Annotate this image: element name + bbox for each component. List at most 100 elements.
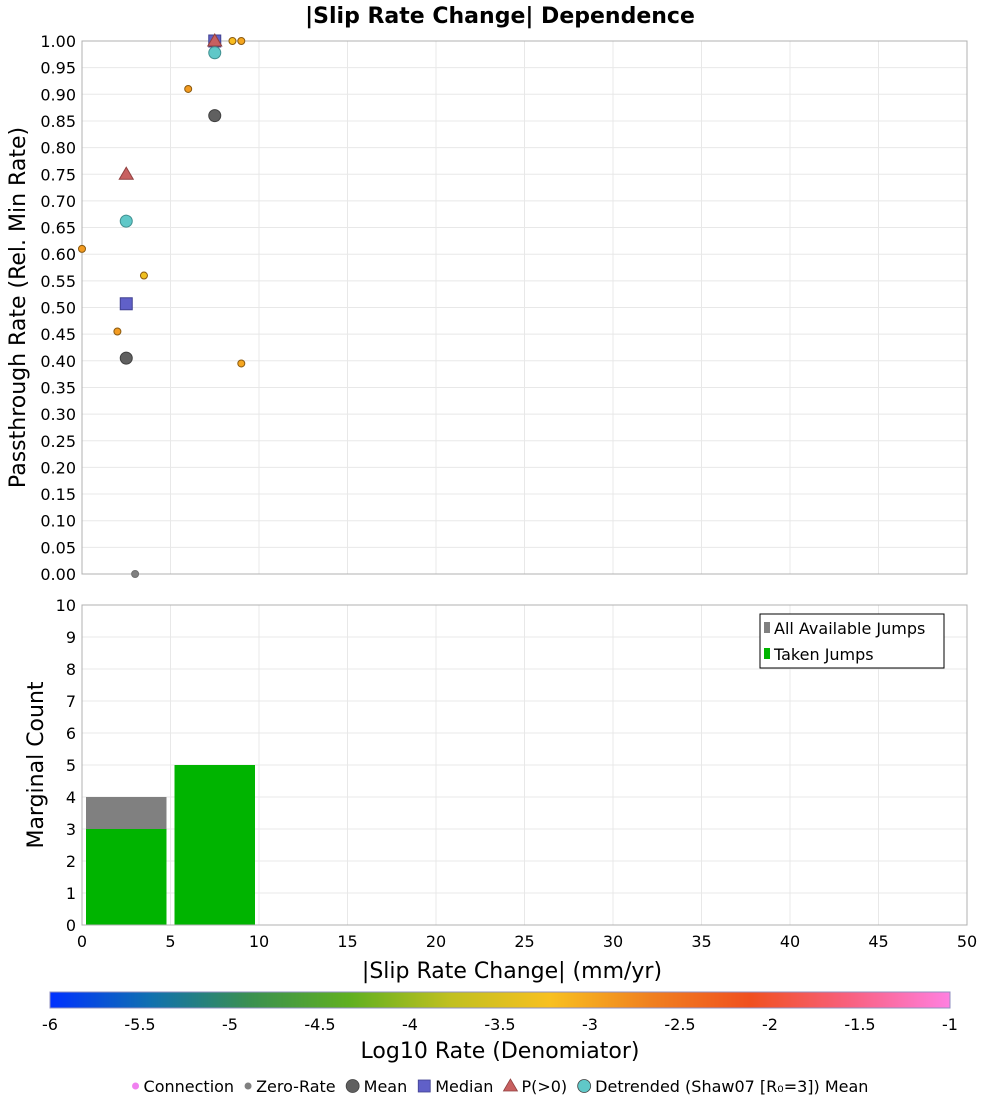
connection-point [237, 359, 246, 368]
top-plot-frame [81, 40, 968, 575]
top-y-tick-label: 0.35 [40, 378, 76, 397]
x-tick-label: 15 [337, 932, 357, 951]
connection-point [113, 327, 122, 336]
legend-item-marker [577, 1079, 592, 1093]
zero-rate-point [131, 570, 140, 578]
colorbar-tick-label: -3 [582, 1015, 598, 1034]
bottom-y-tick-label: 5 [66, 756, 76, 775]
colorbar-tick-label: -2 [762, 1015, 778, 1034]
top-y-tick-label: 0.50 [40, 299, 76, 318]
legend-item-label: Median [435, 1077, 493, 1096]
x-tick-label: 20 [426, 932, 446, 951]
colorbar-tick-label: -6 [42, 1015, 58, 1034]
top-y-tick-label: 0.30 [40, 405, 76, 424]
top-y-tick-label: 0.40 [40, 352, 76, 371]
legend-item-marker [244, 1082, 252, 1090]
colorbar-tick-labels: -6 -5.5 -5 -4.5 -4 -3.5 -3 -2.5 -2 -1.5 -1 [42, 1015, 958, 1034]
bottom-y-tick-label: 2 [66, 852, 76, 871]
connection-point [237, 37, 246, 45]
top-y-tick-label: 0.75 [40, 165, 76, 184]
bottom-y-tick-label: 4 [66, 788, 76, 807]
colorbar-gradient [49, 991, 951, 1009]
legend-item: Connection [132, 1077, 234, 1096]
top-y-tick-label: 0.80 [40, 139, 76, 158]
legend-label-all-available: All Available Jumps [774, 619, 925, 638]
detrended-mean-point [208, 46, 222, 60]
bottom-y-tick-label: 3 [66, 820, 76, 839]
legend-label-taken: Taken Jumps [773, 645, 874, 664]
bottom-y-tick-label: 7 [66, 692, 76, 711]
legend-item-label: Detrended (Shaw07 [R₀=3]) Mean [595, 1077, 868, 1096]
colorbar-tick-label: -5 [222, 1015, 238, 1034]
mean-point [119, 351, 133, 365]
bar-taken [86, 829, 167, 925]
colorbar-tick-label: -4.5 [304, 1015, 335, 1034]
top-y-tick-label: 0.65 [40, 219, 76, 238]
top-data-marks [78, 33, 246, 578]
bottom-y-tick-label: 8 [66, 660, 76, 679]
colorbar-tick-label: -1 [942, 1015, 958, 1034]
top-y-tick-label: 0.05 [40, 538, 76, 557]
bottom-y-tick-label: 10 [56, 596, 76, 615]
bottom-y-tick-label: 9 [66, 628, 76, 647]
legend-swatch-taken [764, 648, 770, 659]
marker-legend: Connection Zero-Rate Mean Median P(>0) Detren… [132, 1077, 868, 1096]
bottom-y-axis-label: Marginal Count [24, 681, 49, 848]
bottom-y-tick-label: 6 [66, 724, 76, 743]
top-y-tick-label: 0.95 [40, 59, 76, 78]
top-y-tick-label: 0.60 [40, 245, 76, 264]
legend-item-marker [345, 1079, 360, 1093]
connection-point [184, 84, 193, 93]
x-tick-label: 45 [868, 932, 888, 951]
top-y-tick-label: 0.90 [40, 85, 76, 104]
colorbar-tick-label: -3.5 [484, 1015, 515, 1034]
bottom-y-tick-label: 0 [66, 916, 76, 935]
top-panel-scatter: 0.00 0.05 0.10 0.15 0.20 0.25 0.30 0.35 0.40 0.45… [6, 32, 968, 584]
connection-point [78, 244, 86, 253]
median-point [119, 297, 133, 311]
colorbar-tick-label: -5.5 [124, 1015, 155, 1034]
top-y-tick-label: 0.20 [40, 458, 76, 477]
p-gt0-point [118, 166, 135, 180]
colorbar-tick-label: -2.5 [664, 1015, 695, 1034]
p-gt0-point [206, 33, 223, 47]
connection-point [139, 271, 148, 280]
legend-item-label: Mean [364, 1077, 408, 1096]
top-y-tick-label: 0.70 [40, 192, 76, 211]
top-y-tick-label: 0.85 [40, 112, 76, 131]
top-y-tick-label: 0.45 [40, 325, 76, 344]
legend-item: Median [417, 1077, 493, 1096]
colorbar: -6 -5.5 -5 -4.5 -4 -3.5 -3 -2.5 -2 -1.5 -1 Log10 R… [42, 991, 958, 1064]
x-tick-label: 0 [77, 932, 87, 951]
bottom-bars [86, 765, 255, 925]
x-tick-label: 25 [514, 932, 534, 951]
bar-taken [174, 765, 255, 925]
mean-point [208, 109, 222, 123]
legend-item-label: Connection [144, 1077, 235, 1096]
x-tick-label: 50 [957, 932, 977, 951]
x-tick-label: 35 [691, 932, 711, 951]
bottom-plot-frame [81, 604, 968, 926]
x-axis-label: |Slip Rate Change| (mm/yr) [362, 959, 662, 984]
top-y-tick-label: 1.00 [40, 32, 76, 51]
x-tick-label: 10 [249, 932, 269, 951]
legend-item: P(>0) [502, 1077, 567, 1096]
legend-item: Detrended (Shaw07 [R₀=3]) Mean [577, 1077, 868, 1096]
x-tick-labels: 0 5 10 15 20 25 30 35 40 45 50 [77, 932, 977, 951]
top-y-tick-label: 0.15 [40, 485, 76, 504]
colorbar-label: Log10 Rate (Denomiator) [361, 1039, 640, 1064]
bottom-legend-box [759, 613, 945, 669]
detrended-mean-point [119, 214, 133, 228]
top-y-tick-label: 0.10 [40, 512, 76, 531]
legend-item-marker [132, 1082, 140, 1090]
x-tick-label: 5 [165, 932, 175, 951]
chart-title: |Slip Rate Change| Dependence [305, 4, 695, 29]
legend-swatch-all-available [764, 622, 770, 633]
top-y-tick-labels: 0.00 0.05 0.10 0.15 0.20 0.25 0.30 0.35 0.40 0.45… [40, 32, 76, 584]
legend-item-label: P(>0) [521, 1077, 567, 1096]
top-y-axis-label: Passthrough Rate (Rel. Min Rate) [6, 127, 31, 488]
legend-item-marker [502, 1078, 519, 1092]
bottom-y-tick-label: 1 [66, 884, 76, 903]
